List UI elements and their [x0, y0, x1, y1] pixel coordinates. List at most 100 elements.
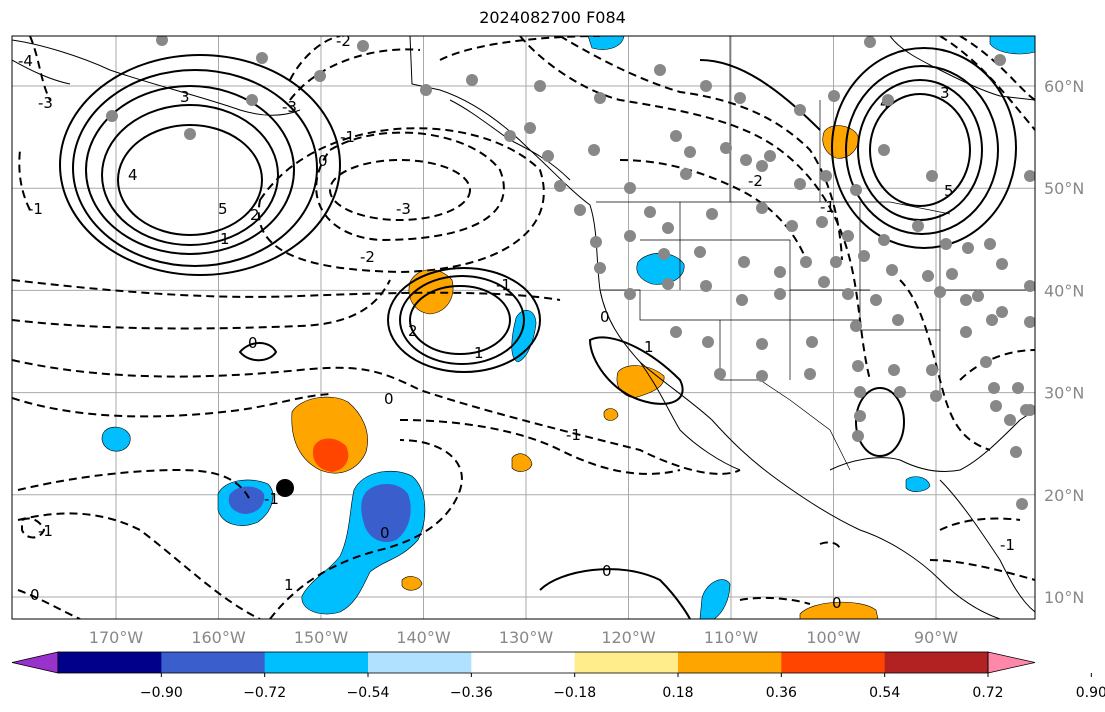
station-dot	[842, 230, 854, 242]
contour-label: -1	[340, 128, 355, 146]
station-dot	[420, 84, 432, 96]
contour-label: 0	[602, 562, 612, 580]
latitude-label: 50°N	[1044, 179, 1084, 198]
map-frame	[11, 35, 1036, 620]
station-dot	[988, 382, 1000, 394]
longitude-label: 100°W	[806, 628, 861, 647]
station-dot	[930, 390, 942, 402]
contour-label: -3	[282, 98, 297, 116]
station-dot	[702, 336, 714, 348]
station-dot	[1024, 316, 1035, 328]
station-dot	[940, 238, 952, 250]
orange-patch-small-2	[603, 408, 619, 421]
station-dot	[912, 220, 924, 232]
colorbar-tick-label: −0.36	[450, 685, 493, 701]
contour-label: 0	[380, 524, 390, 542]
station-dot	[594, 92, 606, 104]
shaded-anomalies	[101, 36, 1035, 619]
dashed-contours	[12, 36, 1035, 619]
station-dot	[870, 294, 882, 306]
colorbar-tick-label: 0.72	[972, 685, 1003, 701]
colorbar-frame	[57, 651, 989, 674]
contour-label: 5	[218, 200, 228, 218]
contour-label: -4	[18, 52, 33, 70]
station-dot	[996, 258, 1008, 270]
longitude-label: 150°W	[294, 628, 349, 647]
station-dot	[624, 288, 636, 300]
contour-label: 5	[944, 182, 954, 200]
station-dots	[106, 36, 1035, 510]
station-dot	[594, 262, 606, 274]
station-dot	[960, 326, 972, 338]
station-dot	[654, 64, 666, 76]
contour-label: 0	[318, 152, 328, 170]
station-dot	[806, 336, 818, 348]
station-dot	[720, 142, 732, 154]
station-dot	[670, 326, 682, 338]
station-dot	[774, 288, 786, 300]
station-dot	[1024, 170, 1035, 182]
map-title: 2024082700 F084	[479, 8, 626, 27]
station-dot	[994, 54, 1006, 66]
station-dot	[736, 294, 748, 306]
dark-blue-patch-central	[361, 483, 411, 543]
orange-patch-nw-pacific	[291, 396, 368, 474]
station-dot	[854, 386, 866, 398]
contour-label: -1	[264, 490, 279, 508]
station-dot	[662, 278, 674, 290]
latitude-labels: 10°N 20°N 30°N 40°N 50°N 60°N	[1044, 77, 1084, 607]
political-borders	[596, 36, 1035, 471]
colorbar-segment	[678, 652, 782, 673]
station-dot	[184, 128, 196, 140]
colorbar-tick-label: −0.90	[140, 685, 183, 701]
latitude-label: 40°N	[1044, 281, 1084, 300]
station-dot	[892, 314, 904, 326]
station-dot	[314, 70, 326, 82]
station-dot	[984, 238, 996, 250]
longitude-label: 140°W	[396, 628, 451, 647]
red-patch-nw-pacific	[312, 438, 349, 472]
station-dot	[662, 222, 674, 234]
contour-label: 0	[248, 334, 258, 352]
station-dot	[106, 110, 118, 122]
latitude-label: 60°N	[1044, 77, 1084, 96]
station-dot	[888, 364, 900, 376]
station-dot	[934, 286, 946, 298]
station-dot	[1020, 404, 1032, 416]
colorbar-segment	[884, 652, 989, 673]
station-dot	[524, 122, 536, 134]
station-dot	[882, 94, 894, 106]
colorbar-tick-label: −0.54	[347, 685, 390, 701]
contour-label: -1	[28, 200, 43, 218]
station-dot	[850, 320, 862, 332]
station-dot	[852, 430, 864, 442]
station-dot	[816, 216, 828, 228]
contour-label: 3	[940, 84, 950, 102]
station-dot	[926, 170, 938, 182]
station-dot	[680, 168, 692, 180]
station-dot	[990, 400, 1002, 412]
longitude-label: 160°W	[191, 628, 246, 647]
station-dot	[922, 270, 934, 282]
station-dot	[996, 306, 1008, 318]
longitude-labels: 170°W 160°W 150°W 140°W 130°W 120°W 110°W 100°W…	[89, 628, 958, 647]
colorbar-tick-label: 0.36	[766, 685, 797, 701]
station-dot	[786, 220, 798, 232]
contour-label: 4	[128, 166, 138, 184]
station-dot	[706, 208, 718, 220]
station-dot	[156, 36, 168, 46]
station-dot	[854, 410, 866, 422]
colorbar-segment	[58, 652, 162, 673]
orange-patch-south	[799, 601, 879, 619]
longitude-label: 110°W	[704, 628, 759, 647]
colorbar-max-extend	[987, 651, 1036, 674]
blue-patch-small-west	[101, 426, 131, 452]
contour-label: -1	[1000, 536, 1015, 554]
station-dot	[740, 154, 752, 166]
station-dot	[658, 248, 670, 260]
colorbar	[11, 651, 1036, 674]
colorbar-segment	[368, 652, 472, 673]
contour-label: 0	[384, 390, 394, 408]
station-dot	[670, 130, 682, 142]
colorbar-tick-label: −0.72	[243, 685, 286, 701]
